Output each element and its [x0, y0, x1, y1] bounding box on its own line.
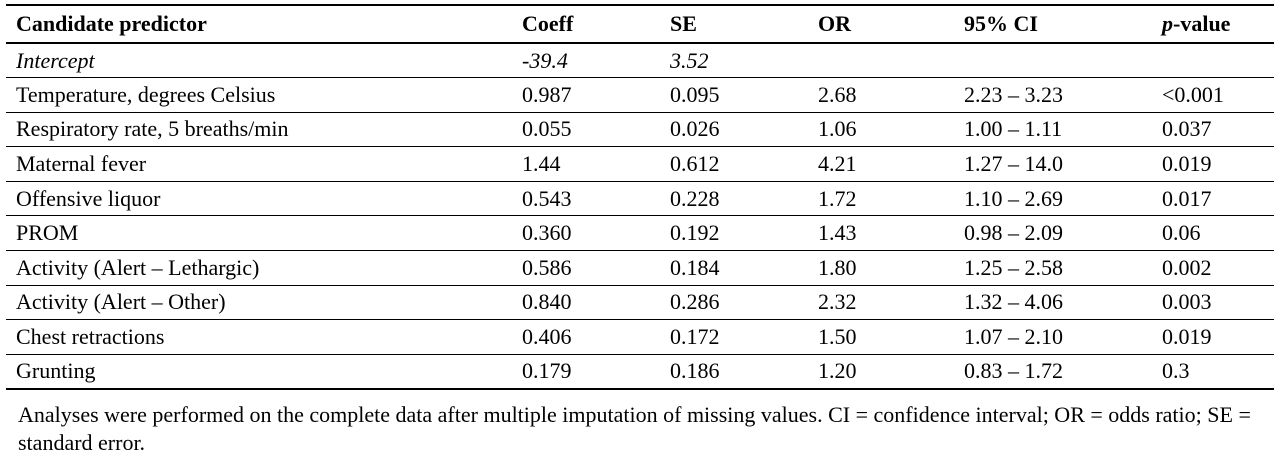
cell-coeff: 0.406 [522, 324, 572, 350]
cell-coeff: 0.543 [522, 185, 572, 211]
table-row: Offensive liquor 0.543 0.228 1.72 1.10 – 2.6… [6, 181, 1274, 216]
header-candidate-predictor: Candidate predictor [16, 11, 207, 36]
cell-coeff: 0.179 [522, 358, 572, 384]
cell-ci: 1.25 – 2.58 [964, 254, 1063, 280]
header-p-value: p-value [1152, 5, 1274, 43]
cell-predictor: Activity (Alert – Other) [16, 289, 226, 315]
cell-predictor: Offensive liquor [16, 185, 161, 211]
cell-or: 1.20 [818, 358, 857, 384]
cell-coeff: 0.840 [522, 289, 572, 315]
cell-predictor: Activity (Alert – Lethargic) [16, 254, 260, 280]
cell-predictor: Intercept [16, 47, 95, 73]
cell-or: 4.21 [818, 151, 857, 177]
cell-ci: 0.98 – 2.09 [964, 220, 1063, 246]
cell-or: 1.72 [818, 185, 857, 211]
cell-p: 0.037 [1162, 116, 1212, 142]
table-row: Chest retractions 0.406 0.172 1.50 1.07 – 2.… [6, 320, 1274, 355]
table-row: Activity (Alert – Lethargic) 0.586 0.184 1.… [6, 251, 1274, 286]
cell-p: 0.019 [1162, 151, 1212, 177]
cell-ci: 0.83 – 1.72 [964, 358, 1063, 384]
cell-or: 1.50 [818, 324, 857, 350]
table-row: Maternal fever 1.44 0.612 4.21 1.27 – 14.0 0.… [6, 147, 1274, 182]
cell-se: 0.095 [670, 81, 720, 107]
cell-se: 0.192 [670, 220, 720, 246]
cell-or: 2.68 [818, 81, 857, 107]
cell-or: 1.80 [818, 254, 857, 280]
cell-se: 0.184 [670, 254, 720, 280]
cell-ci [954, 43, 1152, 78]
header-ci: 95% CI [964, 11, 1038, 36]
cell-p: 0.002 [1162, 254, 1212, 280]
cell-se: 0.026 [670, 116, 720, 142]
predictor-table: Candidate predictor Coeff SE OR 95% CI p… [6, 4, 1274, 390]
cell-or: 1.43 [818, 220, 857, 246]
table-row: Respiratory rate, 5 breaths/min 0.055 0.02… [6, 112, 1274, 147]
cell-se: 0.172 [670, 324, 720, 350]
cell-coeff: 0.360 [522, 220, 572, 246]
header-p-italic: p [1162, 11, 1173, 36]
header-coeff: Coeff [522, 11, 574, 36]
cell-predictor: Temperature, degrees Celsius [16, 81, 276, 107]
cell-p: 0.06 [1162, 220, 1201, 246]
header-or: OR [818, 11, 851, 36]
header-row: Candidate predictor Coeff SE OR 95% CI p… [6, 5, 1274, 43]
cell-p: 0.019 [1162, 324, 1212, 350]
cell-p: <0.001 [1162, 81, 1224, 107]
cell-se: 0.186 [670, 358, 720, 384]
cell-ci: 1.07 – 2.10 [964, 324, 1063, 350]
cell-se: 0.612 [670, 151, 720, 177]
cell-predictor: Maternal fever [16, 151, 147, 177]
predictor-table-container: Candidate predictor Coeff SE OR 95% CI p… [6, 4, 1274, 390]
cell-predictor: PROM [16, 220, 79, 246]
table-row: Intercept -39.4 3.52 [6, 43, 1274, 78]
header-p-rest: -value [1173, 11, 1231, 36]
cell-ci: 1.00 – 1.11 [964, 116, 1063, 142]
cell-coeff: 0.055 [522, 116, 572, 142]
cell-coeff: -39.4 [522, 47, 568, 73]
table-row: Activity (Alert – Other) 0.840 0.286 2.32 1.… [6, 285, 1274, 320]
table-body: Intercept -39.4 3.52 Temperature, degrees C… [6, 43, 1274, 389]
cell-p: 0.003 [1162, 289, 1212, 315]
cell-se: 0.228 [670, 185, 720, 211]
table-row: Temperature, degrees Celsius 0.987 0.095 2.… [6, 78, 1274, 113]
table-header: Candidate predictor Coeff SE OR 95% CI p… [6, 5, 1274, 43]
header-se: SE [670, 11, 697, 36]
cell-p [1152, 43, 1274, 78]
cell-p: 0.017 [1162, 185, 1212, 211]
cell-or: 1.06 [818, 116, 857, 142]
cell-predictor: Chest retractions [16, 324, 165, 350]
cell-or: 2.32 [818, 289, 857, 315]
table-footnote: Analyses were performed on the complete … [18, 402, 1251, 455]
table-row: PROM 0.360 0.192 1.43 0.98 – 2.09 0.06 [6, 216, 1274, 251]
table-row: Grunting 0.179 0.186 1.20 0.83 – 1.72 0.3 [6, 354, 1274, 389]
cell-coeff: 0.987 [522, 81, 572, 107]
cell-se: 0.286 [670, 289, 720, 315]
cell-ci: 1.27 – 14.0 [964, 151, 1063, 177]
cell-coeff: 0.586 [522, 254, 572, 280]
cell-se: 3.52 [670, 47, 709, 73]
cell-predictor: Grunting [16, 358, 96, 384]
cell-predictor: Respiratory rate, 5 breaths/min [16, 116, 289, 142]
cell-ci: 1.32 – 4.06 [964, 289, 1063, 315]
cell-coeff: 1.44 [522, 151, 561, 177]
cell-p: 0.3 [1162, 358, 1190, 384]
cell-ci: 2.23 – 3.23 [964, 81, 1063, 107]
cell-or [808, 43, 954, 78]
cell-ci: 1.10 – 2.69 [964, 185, 1063, 211]
